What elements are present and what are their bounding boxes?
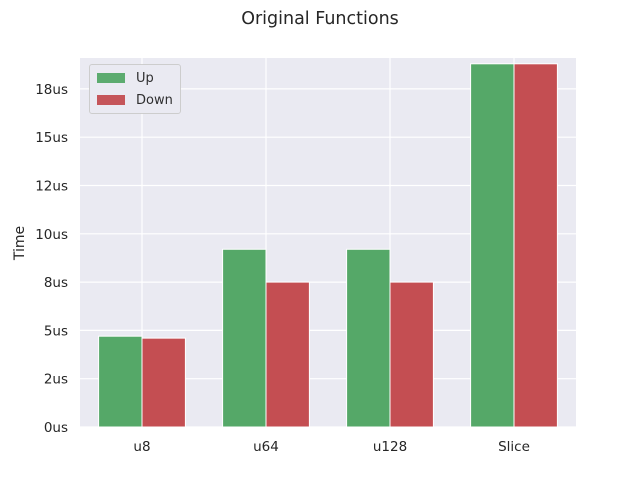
y-tick-label: 15us <box>35 130 68 146</box>
bar-up-u128 <box>346 248 391 428</box>
y-tick-label: 8us <box>44 275 68 291</box>
bar-up-slice <box>470 63 515 428</box>
x-tick-label: u128 <box>373 439 407 455</box>
y-tick-label: 10us <box>35 227 68 243</box>
legend-label-up: Up <box>136 70 154 86</box>
x-tick-label: Slice <box>498 439 530 455</box>
bar-down-u128 <box>389 281 434 428</box>
y-axis-label: Time <box>12 226 28 261</box>
legend-swatch-up <box>97 73 125 83</box>
chart-title: Original Functions <box>241 9 399 29</box>
y-tick-label: 12us <box>35 179 68 195</box>
y-tick-label: 5us <box>44 323 68 339</box>
legend-item-down: Down <box>97 90 173 110</box>
legend-swatch-down <box>97 95 125 105</box>
bar-down-slice <box>513 63 558 428</box>
y-tick-label: 18us <box>35 82 68 98</box>
bar-up-u64 <box>222 248 267 428</box>
y-tick-label: 0us <box>44 420 68 436</box>
legend-item-up: Up <box>97 68 154 88</box>
x-tick-label: u8 <box>133 439 150 455</box>
bar-up-u8 <box>98 335 143 428</box>
bar-down-u64 <box>265 281 310 428</box>
y-tick-label: 2us <box>44 372 68 388</box>
x-tick-label: u64 <box>253 439 279 455</box>
bar-down-u8 <box>141 337 186 428</box>
x-axis-ticks: u8 u64 u128 Slice <box>133 439 529 455</box>
bars <box>98 63 558 428</box>
legend-label-down: Down <box>136 92 173 108</box>
legend: Up Down <box>89 64 181 114</box>
y-axis-ticks: 0us 2us 5us 8us 10us 12us 15us 18us <box>35 82 68 436</box>
